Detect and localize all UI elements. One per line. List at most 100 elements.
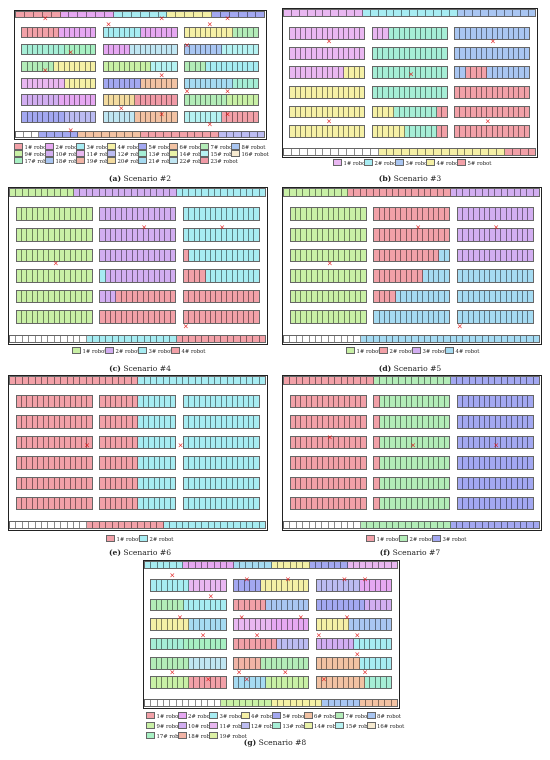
rack-cell: [476, 126, 482, 138]
rack-cell: [216, 78, 222, 88]
rack-cell: [520, 10, 529, 17]
rack-cell: [167, 12, 177, 18]
legend-item: 1# robot: [72, 347, 106, 356]
rack-cell: [194, 638, 200, 650]
rack-cell: [124, 44, 131, 54]
legend-swatch: [107, 150, 116, 157]
rack-cell: [317, 497, 324, 510]
rack-cell: [405, 335, 413, 343]
rack-cell: [355, 416, 362, 428]
rack-cell: [85, 27, 91, 37]
rack-cell: [455, 67, 461, 79]
storage-rack: [99, 496, 177, 511]
rack-cell: [381, 657, 387, 669]
rack-cell: [433, 228, 440, 241]
rack-cell: [35, 377, 43, 384]
rack-cell: [322, 580, 328, 592]
rack-cell: [465, 149, 474, 156]
rack-cell: [81, 290, 88, 303]
rack-cell: [433, 149, 442, 156]
legend-label: 14# robot: [179, 152, 207, 159]
rack-cell: [468, 270, 475, 282]
rack-cell: [237, 27, 244, 37]
rack-cell: [311, 87, 318, 98]
rack-cell: [455, 106, 461, 118]
rack-cell: [360, 47, 365, 59]
rack-cell: [492, 28, 498, 40]
rack-cell: [132, 477, 139, 489]
rack-cell: [354, 87, 361, 98]
storage-rack: [99, 476, 177, 490]
rack-cell: [468, 436, 475, 449]
rack-cell: [271, 619, 278, 630]
storage-rack: [315, 676, 392, 690]
rack-cell: [306, 457, 313, 469]
rack-cell: [333, 67, 339, 79]
rack-cell: [138, 436, 144, 449]
legend-label: 15# robot: [345, 724, 373, 730]
legend-swatch: [107, 157, 116, 164]
rack-cell: [222, 78, 228, 88]
rack-cell: [227, 61, 233, 71]
rack-cell: [428, 477, 434, 489]
rack-cell: [444, 270, 450, 282]
rack-cell: [43, 95, 49, 105]
rack-cell: [65, 290, 71, 303]
rack-cell: [247, 189, 254, 196]
robot-start-marker: ×: [282, 668, 289, 677]
rack-cell: [365, 677, 371, 689]
legend-swatch: [45, 157, 54, 164]
rack-cell: [474, 311, 480, 324]
rack-cell: [121, 477, 128, 489]
rack-cell: [524, 28, 529, 40]
rack-cell: [439, 270, 445, 282]
rack-cell: [29, 521, 36, 529]
rack-cell: [221, 290, 228, 303]
rack-cell: [232, 112, 238, 122]
storage-rack: [373, 207, 451, 221]
legend-item: 4# robot: [426, 159, 460, 168]
rack-cell: [65, 208, 71, 220]
rack-cell: [138, 377, 145, 384]
rack-cell: [38, 208, 44, 220]
rack-cell: [373, 335, 381, 343]
rack-cell: [200, 249, 206, 262]
rack-cell: [167, 78, 173, 88]
rack-cell: [360, 377, 368, 384]
legend-swatch: [106, 535, 115, 542]
rack-cell: [199, 599, 206, 611]
robot-start-marker: ×: [42, 66, 49, 75]
rack-cell: [16, 208, 22, 220]
rack-cell: [116, 270, 122, 282]
legend-label: 1# robot: [24, 145, 49, 151]
rack-cell: [473, 10, 482, 17]
rack-cell: [121, 396, 128, 408]
rack-cell: [497, 87, 504, 98]
rack-cell: [215, 580, 222, 592]
rack-cell: [426, 87, 432, 98]
rack-cell: [124, 112, 131, 122]
rack-cell: [343, 47, 350, 59]
rack-cell: [360, 126, 365, 138]
rack-cell: [100, 396, 106, 408]
rack-cell: [16, 12, 25, 18]
rack-cell: [395, 457, 402, 469]
rack-cell: [385, 249, 391, 262]
rack-cell: [194, 497, 201, 510]
rack-cell: [328, 290, 334, 303]
robot-start-marker: ×: [489, 37, 496, 46]
rack-cell: [379, 290, 385, 303]
legend-item: 6# robot: [169, 143, 203, 152]
rack-cell: [481, 149, 490, 156]
rack-cell: [332, 599, 339, 611]
rack-cell: [247, 521, 254, 529]
rack-cell: [295, 311, 302, 324]
rack-cell: [468, 497, 475, 510]
caption-text: Scenario #7: [392, 548, 441, 557]
rack-cell: [266, 657, 272, 669]
rack-cell: [27, 208, 33, 220]
panel-caption: (f) Scenario #7: [380, 548, 440, 557]
rack-cell: [111, 290, 117, 303]
storage-rack: [99, 207, 177, 221]
rack-cell: [383, 28, 389, 40]
